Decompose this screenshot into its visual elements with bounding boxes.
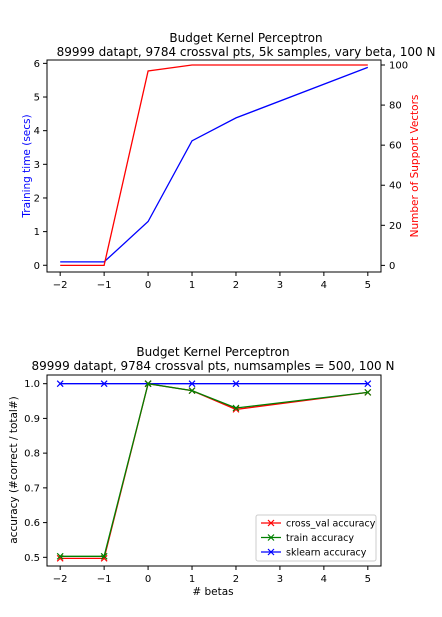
- chart1-x-tick-label-5: 3: [277, 280, 283, 291]
- chart1-x-tick-label-6: 4: [321, 280, 327, 291]
- chart2-y-tick-label-5: 1.0: [24, 379, 40, 390]
- chart2-plot-frame: [46, 374, 382, 567]
- chart1-plot-frame: [46, 59, 382, 273]
- legend-marker-2: [267, 548, 275, 556]
- chart1-x-tick-label-3: 1: [189, 280, 195, 291]
- chart2-x-tick-label-5: 3: [277, 574, 283, 585]
- legend-marker-0: [267, 519, 275, 527]
- chart1-subtitle: 89999 datapt, 9784 crossval pts, 5k samp…: [57, 45, 436, 59]
- chart2-x-tick-label-6: 4: [321, 574, 327, 585]
- chart1-y2-tick-label-1: 20: [389, 221, 402, 232]
- chart1-series-line-1: [60, 64, 368, 267]
- chart2-subtitle: 89999 datapt, 9784 crossval pts, numsamp…: [32, 359, 395, 373]
- chart1-y-tick-label-3: 3: [34, 160, 40, 171]
- chart2-x-tick-label-4: 2: [233, 574, 239, 585]
- chart1-series-line-0: [60, 66, 369, 263]
- chart1-x-tick-label-4: 2: [233, 280, 239, 291]
- chart2-series-1-point-4: [232, 404, 240, 412]
- legend-frame: [255, 514, 377, 562]
- chart2-title: Budget Kernel Perceptron: [136, 345, 289, 359]
- chart1-y-tick-label-1: 1: [34, 227, 40, 238]
- chart2-series-1-point-0: [56, 552, 64, 560]
- chart1-y-tick-label-6: 6: [34, 59, 40, 70]
- chart2-legend: cross_val accuracy train accuracy sklearn …: [255, 514, 377, 562]
- chart1-y-tick-label-4: 4: [34, 126, 40, 137]
- chart2-ylabel: accuracy (#correct / total#): [8, 396, 20, 544]
- chart2-x-tick-label-0: −2: [53, 574, 68, 585]
- chart1-x-tick-label-1: −1: [97, 280, 112, 291]
- chart1-y-tick-label-0: 0: [34, 261, 40, 272]
- chart2-series-2-point-0: [56, 380, 64, 388]
- chart2-x-tick-label-2: 0: [145, 574, 151, 585]
- chart2-series-2-point-1: [100, 380, 108, 388]
- chart1-x-tick-label-2: 0: [145, 280, 151, 291]
- chart2-series-2-point-5: [364, 380, 372, 388]
- chart2-series-1-point-5: [364, 388, 372, 396]
- chart2-series-line-1: [60, 382, 368, 557]
- chart1-y2-tick-label-4: 80: [389, 101, 402, 112]
- chart1-x-tick-label-7: 5: [365, 280, 371, 291]
- chart1-y2-tick-label-5: 100: [389, 61, 408, 72]
- chart2-x-tick-label-3: 1: [189, 574, 195, 585]
- legend-label-2: sklearn accuracy: [286, 548, 367, 559]
- chart1-y2-tick-label-2: 40: [389, 181, 402, 192]
- chart2-y-tick-label-4: 0.9: [24, 414, 40, 425]
- chart1-y-tick-label-2: 2: [34, 193, 40, 204]
- chart2-y-tick-label-3: 0.8: [24, 449, 40, 460]
- chart1-ylabel: Training time (secs): [21, 114, 33, 218]
- chart1-y2-tick-label-3: 60: [389, 141, 402, 152]
- chart1-y-tick-label-5: 5: [34, 93, 40, 104]
- chart2-y-tick-label-1: 0.6: [24, 518, 40, 529]
- legend-marker-1: [267, 534, 275, 541]
- chart1-y2-tick-label-0: 0: [389, 261, 395, 272]
- chart1-title: Budget Kernel Perceptron: [169, 31, 322, 45]
- chart2-x-tick-label-1: −1: [97, 574, 112, 585]
- chart2-series-1-point-1: [100, 552, 108, 560]
- chart2-y-tick-label-2: 0.7: [24, 483, 40, 494]
- chart-accuracy: Budget Kernel Perceptron 89999 datapt, 9…: [8, 345, 394, 598]
- legend-label-0: cross_val accuracy: [286, 519, 376, 530]
- chart2-marks: −2 −1 0 1 2 3 4 5 0.5 0.6 0.7 0.8 0.9 1.0: [24, 379, 372, 585]
- chart2-series-1-point-2: [144, 380, 152, 388]
- legend-label-1: train accuracy: [286, 533, 354, 544]
- chart1-ylabel-right: Number of Support Vectors: [409, 95, 421, 238]
- chart2-y-tick-label-0: 0.5: [24, 553, 40, 564]
- chart2-series-2-point-4: [232, 380, 240, 388]
- chart2-series-2-point-3: [188, 380, 196, 388]
- chart1-x-tick-label-0: −2: [53, 280, 68, 291]
- chart2-x-tick-label-7: 5: [365, 574, 371, 585]
- chart2-series-1-point-3: [188, 387, 196, 395]
- chart-support-vectors-training-time: Budget Kernel Perceptron 89999 datapt, 9…: [21, 31, 435, 291]
- chart2-xlabel: # betas: [192, 586, 233, 598]
